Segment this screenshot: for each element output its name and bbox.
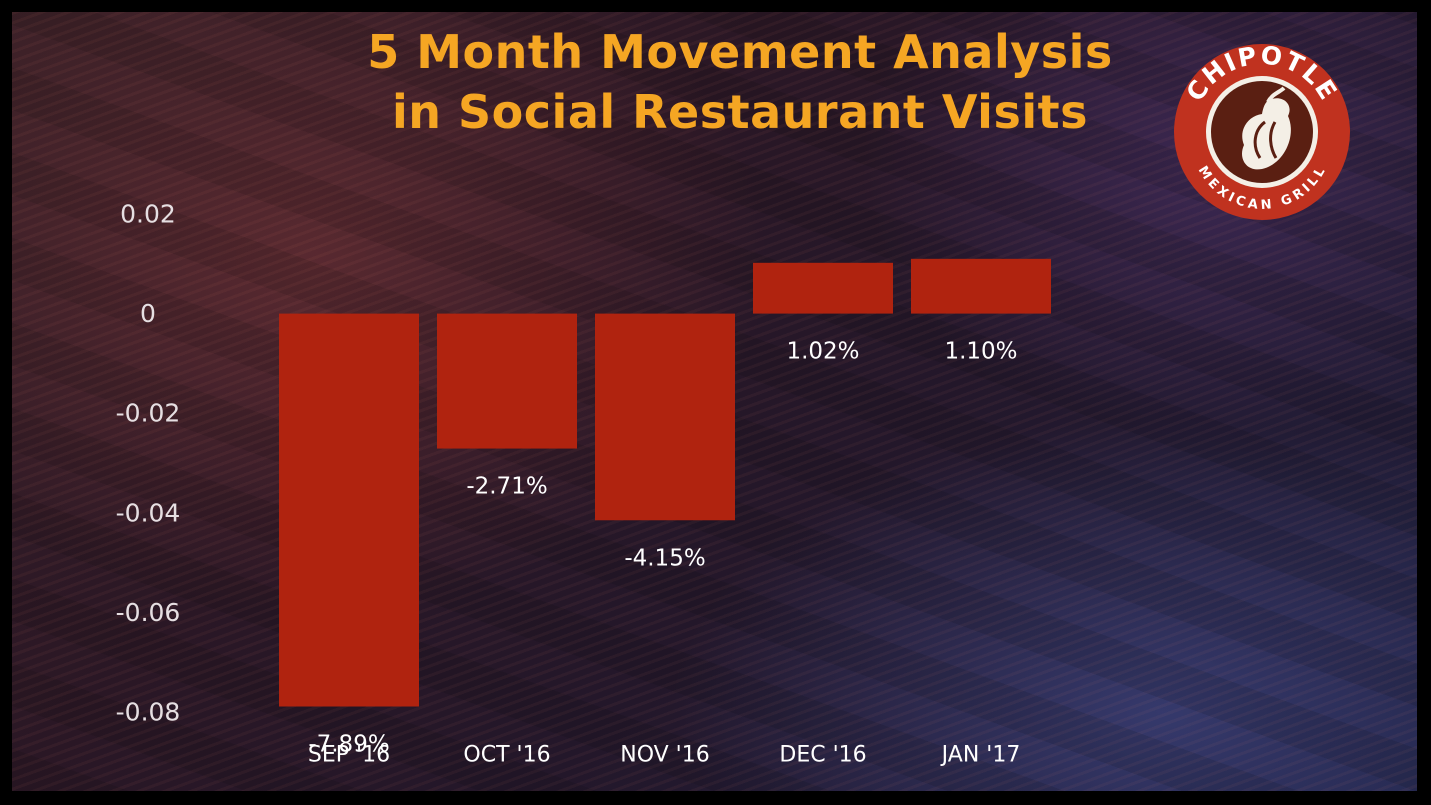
x-tick-label: JAN '17 — [940, 743, 1021, 768]
bar — [753, 262, 893, 314]
chipotle-logo-icon: CHIPOTLE MEXICAN GRILL — [1174, 42, 1350, 220]
x-tick-label: SEP '16 — [308, 743, 390, 768]
y-tick-label: 0.02 — [120, 200, 176, 229]
bar — [911, 258, 1051, 314]
x-tick-label: DEC '16 — [779, 743, 866, 768]
y-tick-label: -0.08 — [116, 698, 181, 727]
y-tick-label: -0.06 — [116, 598, 181, 627]
data-label: -4.15% — [624, 545, 705, 571]
x-tick-label: OCT '16 — [463, 743, 550, 768]
data-label: 1.10% — [944, 339, 1017, 365]
y-tick-label: 0 — [140, 299, 156, 328]
pepper-icon — [1242, 86, 1291, 170]
chart-title: 5 Month Movement Analysis in Social Rest… — [0, 22, 1431, 142]
bar — [437, 313, 577, 449]
bar — [595, 313, 735, 521]
data-label: -2.71% — [466, 474, 547, 500]
bar — [279, 313, 419, 707]
data-label: 1.02% — [786, 339, 859, 365]
chart-title-line-1: 5 Month Movement Analysis — [367, 25, 1113, 79]
y-tick-label: -0.02 — [116, 399, 181, 428]
data-label: -7.89% — [308, 732, 389, 758]
y-tick-label: -0.04 — [116, 498, 181, 527]
x-tick-label: NOV '16 — [620, 743, 709, 768]
chart-title-line-2: in Social Restaurant Visits — [392, 85, 1088, 139]
